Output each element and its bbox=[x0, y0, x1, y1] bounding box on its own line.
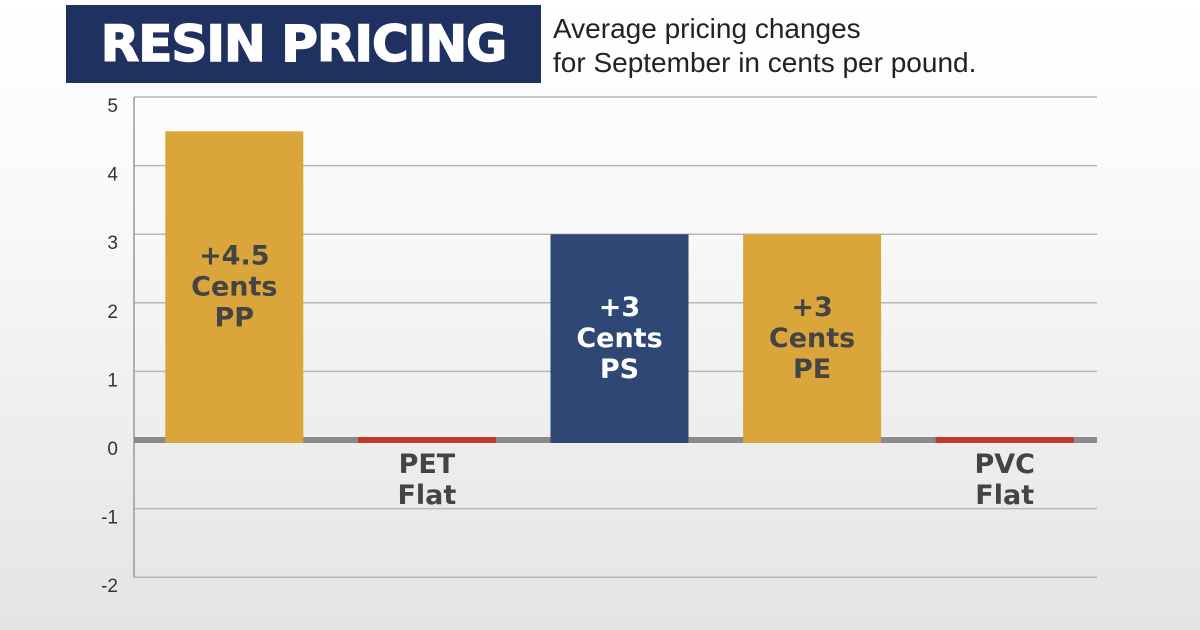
bar-data-label: Cents bbox=[576, 323, 662, 354]
bar-pvc bbox=[935, 437, 1074, 443]
y-tick-label: 5 bbox=[107, 96, 118, 117]
y-tick-label: 1 bbox=[107, 370, 118, 391]
bar-data-label: Cents bbox=[191, 272, 277, 303]
y-tick-label: 3 bbox=[107, 233, 118, 254]
bar-data-label: PS bbox=[600, 354, 639, 385]
chart-title-box: RESIN PRICING bbox=[66, 5, 541, 83]
bar-data-label: Flat bbox=[975, 480, 1034, 511]
bar-pet bbox=[357, 437, 496, 443]
y-tick-label: -1 bbox=[101, 508, 118, 529]
bar-data-label: PET bbox=[399, 449, 456, 480]
bar-data-label: +3 bbox=[599, 292, 640, 323]
y-tick-label: 2 bbox=[107, 302, 118, 323]
y-tick-label: 0 bbox=[107, 439, 118, 460]
bar-data-label: +4.5 bbox=[199, 241, 269, 272]
subtitle-line-2: for September in cents per pound. bbox=[553, 47, 977, 78]
y-tick-label: -2 bbox=[101, 576, 118, 597]
bar-data-label: PE bbox=[793, 354, 831, 385]
chart-title: RESIN PRICING bbox=[100, 14, 508, 74]
bar-ps bbox=[550, 234, 689, 443]
bar-data-label: Flat bbox=[397, 480, 456, 511]
bar-data-label: Cents bbox=[769, 323, 855, 354]
subtitle-line-1: Average pricing changes bbox=[553, 13, 861, 44]
bar-data-label: +3 bbox=[791, 292, 832, 323]
bar-data-label: PP bbox=[215, 303, 255, 334]
bar-pp bbox=[165, 131, 304, 444]
bar-pe bbox=[743, 234, 882, 443]
y-tick-label: 4 bbox=[107, 165, 118, 186]
bar-data-label: PVC bbox=[974, 449, 1035, 480]
chart-subtitle: Average pricing changes for September in… bbox=[553, 12, 976, 80]
